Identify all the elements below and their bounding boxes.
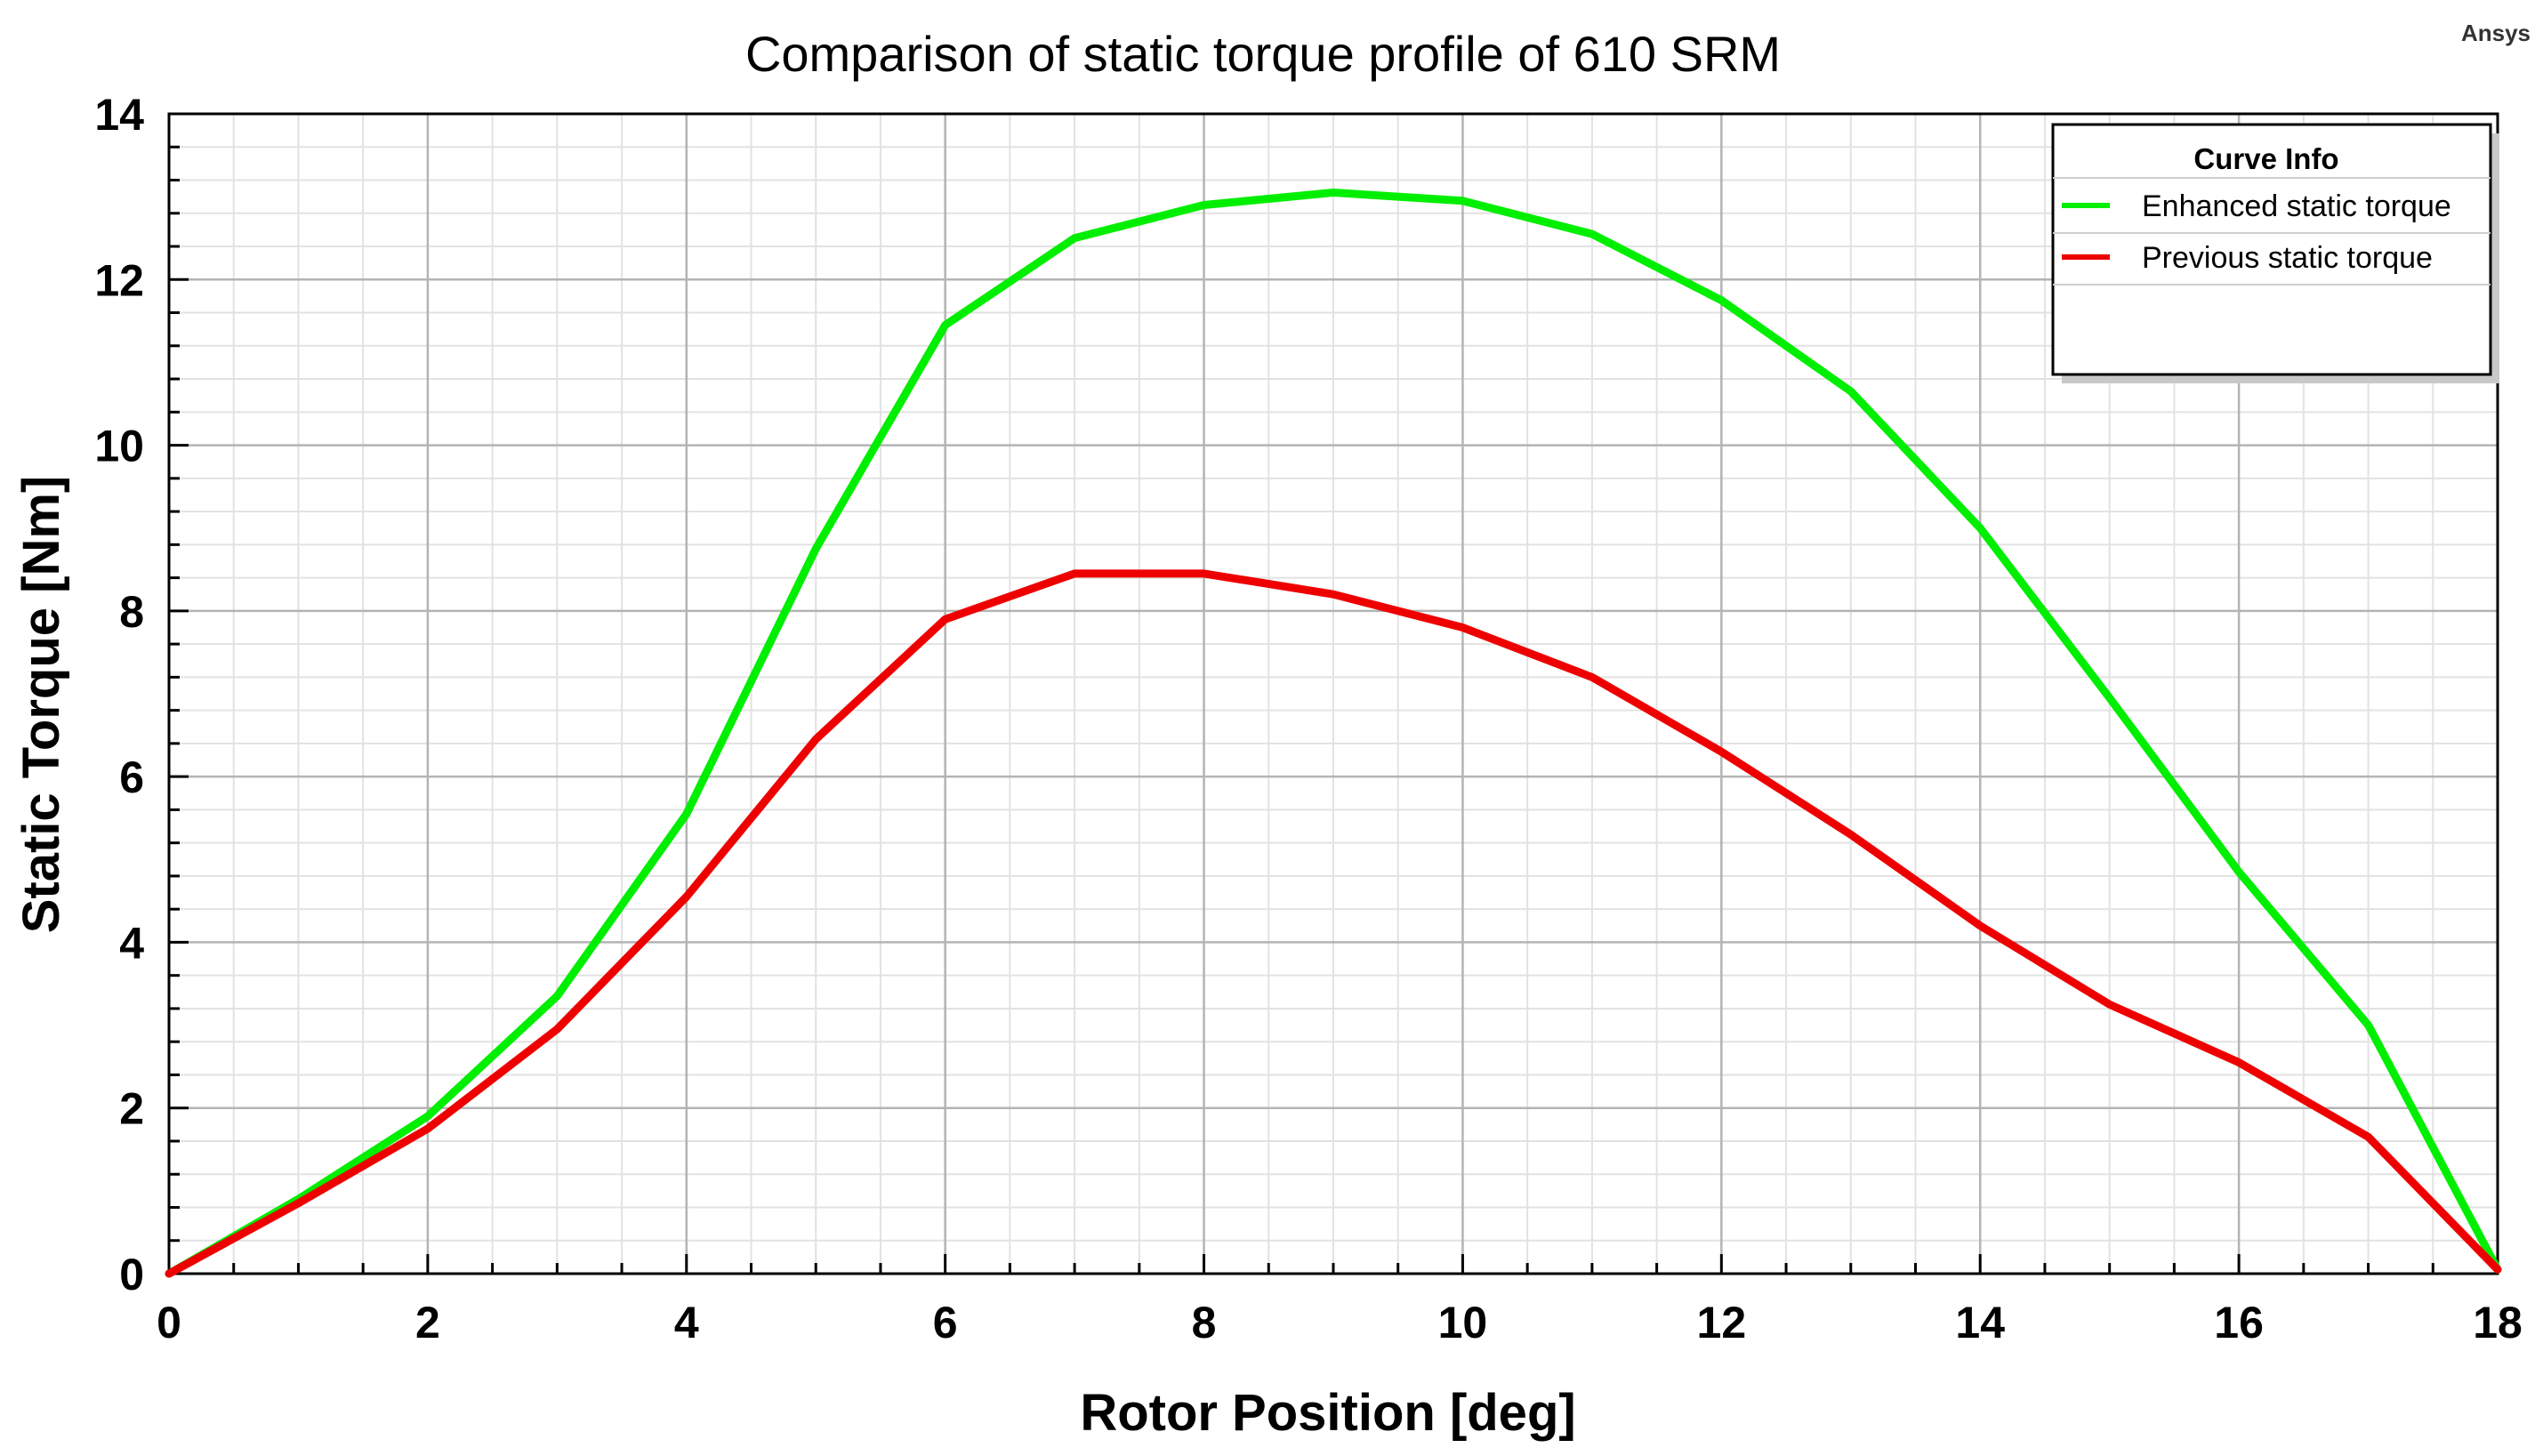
y-tick-label: 8 <box>119 587 144 637</box>
x-tick-label: 2 <box>415 1298 440 1347</box>
x-tick-labels: 0 2 4 6 8 10 12 14 16 18 <box>157 1298 2523 1347</box>
x-tick-label: 8 <box>1192 1298 1217 1347</box>
legend-box <box>2051 123 2492 376</box>
y-tick-labels: 0 2 4 6 8 10 12 14 <box>94 90 144 1299</box>
legend: Curve Info Enhanced static torque Previou… <box>2051 123 2499 383</box>
x-tick-label: 0 <box>157 1298 181 1347</box>
y-tick-label: 6 <box>119 752 144 802</box>
x-tick-label: 4 <box>674 1298 699 1347</box>
x-axis-label: Rotor Position [deg] <box>1080 1384 1575 1442</box>
y-tick-label: 2 <box>119 1084 144 1134</box>
series-line-enhanced-static-torque <box>165 189 2502 1278</box>
plot-area-frame <box>167 112 2499 1275</box>
x-tick-label: 18 <box>2473 1298 2523 1347</box>
y-tick-label: 14 <box>94 90 144 140</box>
legend-entry-label: Previous static torque <box>2142 241 2433 275</box>
y-tick-label: 4 <box>119 918 144 968</box>
y-tick-label: 0 <box>119 1250 144 1299</box>
y-tick-label: 12 <box>94 255 144 305</box>
y-axis-label: Static Torque [Nm] <box>12 476 70 934</box>
x-tick-label: 12 <box>1697 1298 1747 1347</box>
brand-label: Ansys <box>2461 20 2531 46</box>
legend-entry-label: Enhanced static torque <box>2142 189 2451 223</box>
x-tick-label: 6 <box>933 1298 958 1347</box>
y-tick-label: 10 <box>94 422 144 471</box>
axis-ticks <box>167 112 2499 1275</box>
legend-title: Curve Info <box>2193 142 2338 175</box>
x-tick-label: 16 <box>2214 1298 2264 1347</box>
x-tick-label: 14 <box>1955 1298 2005 1347</box>
series-layer <box>165 189 2502 1278</box>
series-line-previous-static-torque <box>165 569 2502 1278</box>
chart-title: Comparison of static torque profile of 6… <box>745 26 1781 82</box>
x-tick-label: 10 <box>1438 1298 1488 1347</box>
